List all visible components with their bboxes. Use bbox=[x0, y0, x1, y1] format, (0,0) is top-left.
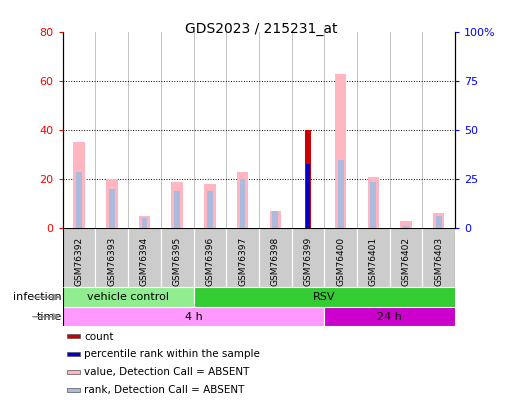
Bar bbox=[63, 307, 324, 326]
Text: GSM76403: GSM76403 bbox=[434, 237, 443, 286]
Text: GSM76399: GSM76399 bbox=[303, 237, 312, 286]
Bar bbox=[240, 179, 245, 228]
Text: GSM76400: GSM76400 bbox=[336, 237, 345, 286]
Bar bbox=[390, 228, 423, 288]
Bar bbox=[67, 388, 81, 392]
Text: value, Detection Call = ABSENT: value, Detection Call = ABSENT bbox=[84, 367, 249, 377]
Bar bbox=[436, 216, 441, 228]
Bar bbox=[324, 228, 357, 288]
Bar bbox=[368, 177, 379, 228]
Bar bbox=[207, 191, 213, 228]
Text: 4 h: 4 h bbox=[185, 312, 202, 322]
Bar bbox=[76, 172, 82, 228]
Bar bbox=[67, 335, 81, 339]
Text: infection: infection bbox=[14, 292, 62, 302]
Bar bbox=[106, 179, 118, 228]
Text: vehicle control: vehicle control bbox=[87, 292, 169, 302]
Bar bbox=[324, 307, 455, 326]
Bar bbox=[423, 228, 455, 288]
Bar bbox=[370, 181, 376, 228]
Text: GSM76395: GSM76395 bbox=[173, 237, 181, 286]
Text: GSM76392: GSM76392 bbox=[75, 237, 84, 286]
Bar bbox=[204, 184, 215, 228]
Bar bbox=[63, 288, 194, 307]
Bar bbox=[335, 74, 346, 228]
Bar bbox=[226, 228, 259, 288]
Bar bbox=[237, 172, 248, 228]
Text: GSM76398: GSM76398 bbox=[271, 237, 280, 286]
Text: GSM76394: GSM76394 bbox=[140, 237, 149, 286]
Bar bbox=[95, 228, 128, 288]
Text: 24 h: 24 h bbox=[377, 312, 402, 322]
Bar bbox=[139, 216, 150, 228]
Bar bbox=[357, 228, 390, 288]
Text: GSM76397: GSM76397 bbox=[238, 237, 247, 286]
Text: GSM76393: GSM76393 bbox=[107, 237, 116, 286]
Bar bbox=[67, 370, 81, 374]
Text: GDS2023 / 215231_at: GDS2023 / 215231_at bbox=[185, 22, 338, 36]
Bar bbox=[73, 143, 85, 228]
Bar bbox=[128, 228, 161, 288]
Bar bbox=[269, 211, 281, 228]
Bar bbox=[142, 218, 147, 228]
Text: RSV: RSV bbox=[313, 292, 336, 302]
Bar bbox=[259, 228, 292, 288]
Bar bbox=[433, 213, 445, 228]
Bar bbox=[194, 288, 455, 307]
Bar bbox=[194, 228, 226, 288]
Bar bbox=[109, 189, 115, 228]
Bar bbox=[400, 221, 412, 228]
Text: percentile rank within the sample: percentile rank within the sample bbox=[84, 350, 260, 360]
Bar bbox=[403, 226, 409, 228]
Text: GSM76401: GSM76401 bbox=[369, 237, 378, 286]
Bar bbox=[67, 352, 81, 356]
Text: GSM76402: GSM76402 bbox=[402, 237, 411, 286]
Text: GSM76396: GSM76396 bbox=[206, 237, 214, 286]
Bar bbox=[305, 130, 311, 228]
Text: count: count bbox=[84, 332, 114, 341]
Bar bbox=[292, 228, 324, 288]
Bar bbox=[174, 191, 180, 228]
Bar bbox=[306, 164, 310, 228]
Bar bbox=[172, 181, 183, 228]
Text: rank, Detection Call = ABSENT: rank, Detection Call = ABSENT bbox=[84, 385, 245, 394]
Bar bbox=[272, 211, 278, 228]
Bar bbox=[161, 228, 194, 288]
Text: time: time bbox=[37, 312, 62, 322]
Bar bbox=[63, 228, 95, 288]
Bar bbox=[338, 160, 344, 228]
